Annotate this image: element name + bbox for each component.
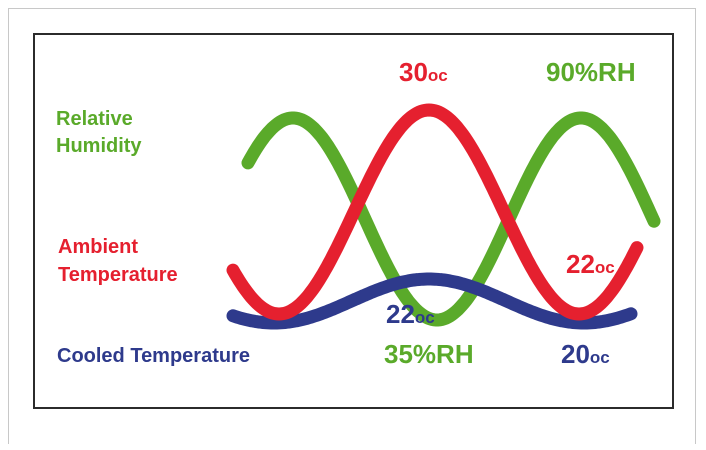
relative-humidity-line1: Relative — [56, 108, 133, 130]
ambient-low-unit: oc — [595, 258, 615, 277]
humidity-wave — [241, 111, 661, 327]
humidity-low-value: 35%RH — [384, 339, 474, 369]
ambient-temperature-line2: Temperature — [58, 264, 178, 286]
ambient-peak-number: 30 — [399, 57, 428, 87]
humidity-peak-value: 90%RH — [546, 57, 636, 87]
ambient-temperature-line1: Ambient — [58, 236, 138, 258]
cooled-peak-value: 22oc — [386, 299, 435, 329]
cooled-peak-number: 22 — [386, 299, 415, 329]
cooled-low-unit: oc — [590, 348, 610, 367]
cooled-temperature-label: Cooled Temperature — [57, 345, 250, 367]
ambient-temperature-wave — [226, 103, 644, 321]
outer-frame — [8, 8, 696, 444]
ambient-temperature-label: Ambient Temperature — [58, 236, 178, 286]
relative-humidity-line2: Humidity — [56, 135, 142, 157]
ambient-peak-unit: oc — [428, 66, 448, 85]
ambient-low-number: 22 — [566, 249, 595, 279]
cooled-low-number: 20 — [561, 339, 590, 369]
ambient-low-value: 22oc — [566, 249, 615, 279]
cooled-temperature-wave — [226, 272, 638, 330]
cooled-peak-unit: oc — [415, 308, 435, 327]
relative-humidity-label: Relative Humidity — [56, 108, 142, 157]
cooled-low-value: 20oc — [561, 339, 610, 369]
diagram-frame — [33, 33, 674, 409]
ambient-peak-value: 30oc — [399, 57, 448, 87]
